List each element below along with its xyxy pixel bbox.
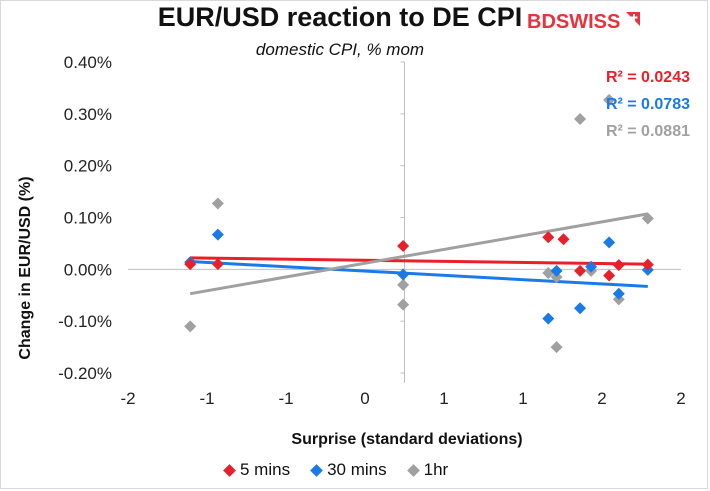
trend-lines [189,212,649,296]
y-tick-label: -0.20% [58,364,112,383]
data-point-1hr [603,93,616,106]
logo-cross-icon [624,11,641,33]
trend-line-30-mins [190,260,648,288]
r2-label-5-mins: R² = 0.0243 [606,69,690,86]
x-tick-label: -2 [120,389,135,408]
data-point-1hr [542,266,555,279]
y-tick-labels: 0.40% 0.30% 0.20% 0.10% 0.00% -0.10% -0.20% [58,53,112,383]
data-point-30-mins [585,260,598,273]
data-point-1hr [641,212,654,225]
data-point-5-mins [397,240,410,253]
data-point-5-mins [603,269,616,282]
legend-label: 30 mins [327,460,387,479]
data-point-30-mins [612,287,625,300]
chart-title: EUR/USD reaction to DE CPI [157,2,523,32]
logo-bd-text: BD [527,10,556,33]
x-tick-label: 2 [676,389,685,408]
y-tick-label: 0.40% [64,53,112,72]
data-point-1hr [184,320,197,333]
x-tick-label: 1 [439,389,448,408]
trend-line-1hr [189,212,649,296]
trend-line-5-mins [190,256,648,266]
legend-item-1hr: 1hr [406,460,449,480]
data-point-30-mins [603,236,616,249]
data-point-30-mins [574,302,587,315]
x-axis-title: Surprise (standard deviations) [291,431,522,448]
data-point-1hr [550,341,563,354]
y-tick-label: 0.30% [64,105,112,124]
data-point-1hr [397,298,410,311]
data-point-5-mins [211,258,224,271]
x-tick-label: 1 [518,389,527,408]
data-point-1hr [574,113,587,126]
data-point-30-mins [550,264,563,277]
r2-labels: R² = 0.0243 R² = 0.0783 R² = 0.0881 [606,69,690,140]
legend-item-5-mins: 5 mins [223,460,291,480]
data-point-5-mins [542,231,555,244]
legend-label: 1hr [423,460,449,479]
x-tick-label: -1 [199,389,214,408]
data-point-5-mins [612,259,625,272]
data-point-1hr [550,271,563,284]
r2-label-30-mins: R² = 0.0783 [606,96,690,113]
data-point-1hr [211,197,224,210]
y-tick-label: 0.20% [64,157,112,176]
x-tick-label: 0 [360,389,369,408]
y-tick-label: 0.10% [64,209,112,228]
legend-diamond-icon [406,463,420,477]
legend-label: 5 mins [240,460,291,479]
data-point-1hr [397,278,410,291]
x-tick-label: 2 [597,389,606,408]
legend: 5 mins 30 mins 1hr [223,458,525,482]
data-point-30-mins [542,312,555,325]
data-point-30-mins [211,228,224,241]
data-point-5-mins [184,258,197,271]
data-point-5-mins [641,258,654,271]
logo-swiss-text: SWISS [555,10,621,33]
x-tick-labels: -2 -1 -1 0 1 1 2 2 [120,389,685,408]
r2-label-1hr: R² = 0.0881 [606,123,690,140]
bdswiss-logo: BD SWISS [527,9,707,35]
y-tick-label: 0.00% [64,260,112,279]
legend-item-30-mins: 30 mins [310,460,387,480]
legend-diamond-icon [310,463,323,477]
data-point-5-mins [574,264,587,277]
y-axis-title: Change in EUR/USD (%) [17,176,34,359]
chart-subtitle: domestic CPI, % mom [255,40,425,59]
data-point-30-mins [397,268,410,281]
y-tick-label: -0.10% [58,312,112,331]
data-point-5-mins [557,233,570,246]
data-points [184,93,654,354]
legend-diamond-icon [223,463,236,477]
x-tick-label: -1 [278,389,293,408]
